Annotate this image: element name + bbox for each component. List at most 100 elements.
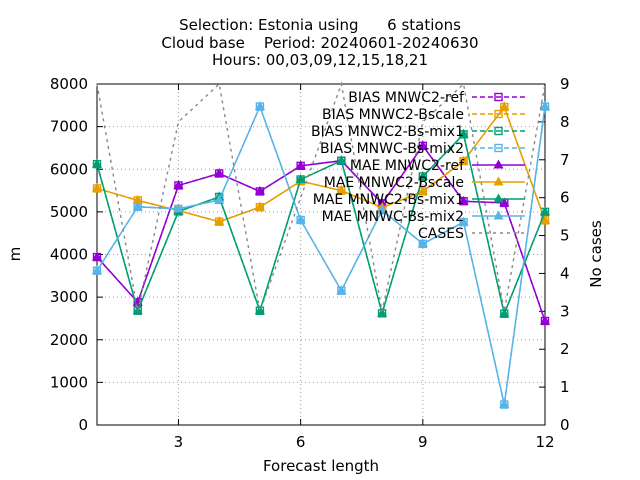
data-point: [173, 179, 184, 189]
series-7: [91, 101, 551, 409]
y-tick-label: 5000: [50, 203, 88, 221]
y-tick-label: 2000: [50, 331, 88, 349]
legend-marker: [494, 143, 503, 153]
data-point: [458, 128, 469, 138]
data-point: [91, 265, 103, 275]
data-point: [539, 206, 551, 216]
data-point: [458, 195, 469, 205]
data-point: [336, 185, 347, 195]
legend-marker: [493, 176, 504, 186]
data-point: [214, 167, 225, 178]
data-point: [214, 216, 225, 226]
data-point: [214, 194, 225, 204]
legend-entry-1: BIAS MNWC2-Bscale: [322, 107, 525, 123]
y2-tick-label: 5: [560, 227, 570, 245]
title-line-2: Cloud base Period: 20240601-20240630: [161, 34, 478, 52]
x-tick-label: 9: [418, 433, 428, 451]
legend-label: BIAS MNWC2-Bs-mix1: [311, 124, 464, 140]
y-tick-label: 1000: [50, 373, 88, 391]
series-line: [96, 104, 546, 405]
y2-tick-label: 3: [560, 302, 570, 320]
legend-label: CASES: [418, 226, 464, 242]
x-tick-label: 3: [174, 433, 184, 451]
data-point: [417, 185, 428, 195]
y2-tick-label: 4: [560, 264, 570, 282]
data-point: [539, 214, 551, 224]
legend-entry-7: MAE MNWC-Bs-mix2: [322, 209, 525, 225]
data-point: [539, 101, 551, 111]
data-point: [417, 170, 428, 180]
legend-marker: [493, 193, 504, 203]
data-point: [91, 251, 103, 261]
y-tick-label: 7000: [50, 118, 88, 136]
legend-label: BIAS MNWC2-Bscale: [322, 107, 464, 123]
legend-marker: [494, 92, 503, 102]
data-point: [254, 201, 265, 211]
data-point: [295, 173, 306, 183]
y-tick-label: 0: [78, 416, 88, 434]
legend-label: MAE MNWC2-Bs-mix1: [313, 192, 464, 208]
y-tick-label: 3000: [50, 288, 88, 306]
y2-tick-label: 7: [560, 151, 570, 169]
y2-tick-label: 2: [560, 340, 570, 358]
series-line: [96, 81, 546, 315]
data-point: [91, 158, 103, 168]
data-point: [417, 140, 428, 150]
legend-label: MAE MNWC2-ref: [350, 158, 465, 174]
y2-tick-label: 1: [560, 378, 570, 396]
series-8: [96, 81, 546, 315]
y2-tick-label: 8: [560, 113, 570, 131]
data-point: [377, 307, 388, 317]
legend-entry-3: BIAS MNWC-Bs-mix2: [320, 141, 525, 157]
legend-entry-6: MAE MNWC2-Bs-mix1: [313, 192, 525, 208]
legend-marker: [494, 126, 503, 136]
y-axis-label: m: [6, 247, 24, 262]
series-line: [96, 144, 546, 322]
data-point: [377, 204, 388, 214]
y-tick-label: 8000: [50, 75, 88, 93]
x-tick-label: 6: [296, 433, 306, 451]
legend-entry-0: BIAS MNWC2-ref: [348, 90, 525, 106]
data-point: [132, 201, 143, 211]
series-4: [91, 140, 551, 325]
legend-entry-2: BIAS MNWC2-Bs-mix1: [311, 124, 525, 140]
data-point: [254, 101, 265, 111]
series-group: [91, 81, 551, 409]
data-point: [336, 155, 347, 165]
legend-marker: [493, 210, 504, 220]
data-point: [499, 101, 510, 111]
data-point: [254, 185, 265, 195]
data-point: [458, 216, 469, 226]
data-point: [458, 155, 469, 165]
legend-entry-8: CASES: [418, 226, 525, 242]
legend-label: BIAS MNWC2-ref: [348, 90, 465, 106]
data-point: [91, 182, 103, 192]
series-line: [96, 144, 546, 322]
y2-tick-label: 9: [560, 75, 570, 93]
title-line-1: Selection: Estonia using 6 stations: [179, 16, 461, 34]
y2-tick-label: 0: [560, 416, 570, 434]
title-line-3: Hours: 00,03,09,12,15,18,21: [212, 51, 428, 69]
legend-entry-5: MAE MNWC2-Bscale: [324, 175, 525, 191]
y2-tick-label: 6: [560, 189, 570, 207]
legend-entry-4: MAE MNWC2-ref: [350, 158, 525, 174]
y-tick-label: 4000: [50, 246, 88, 264]
data-point: [336, 285, 347, 295]
legend-label: BIAS MNWC-Bs-mix2: [320, 141, 464, 157]
data-point: [499, 308, 510, 318]
legend-label: MAE MNWC-Bs-mix2: [322, 209, 464, 225]
data-point: [417, 238, 428, 248]
x-axis-label: Forecast length: [263, 457, 379, 475]
data-point: [295, 160, 306, 170]
ticks: 0100020003000400050006000700080000123456…: [50, 75, 570, 451]
legend-label: MAE MNWC2-Bscale: [324, 175, 464, 191]
data-point: [254, 305, 265, 315]
legend-marker: [494, 109, 503, 119]
data-point: [295, 214, 306, 224]
y2-axis-label: No cases: [587, 220, 605, 288]
data-point: [539, 315, 551, 325]
data-point: [499, 399, 510, 409]
data-point: [173, 203, 184, 213]
